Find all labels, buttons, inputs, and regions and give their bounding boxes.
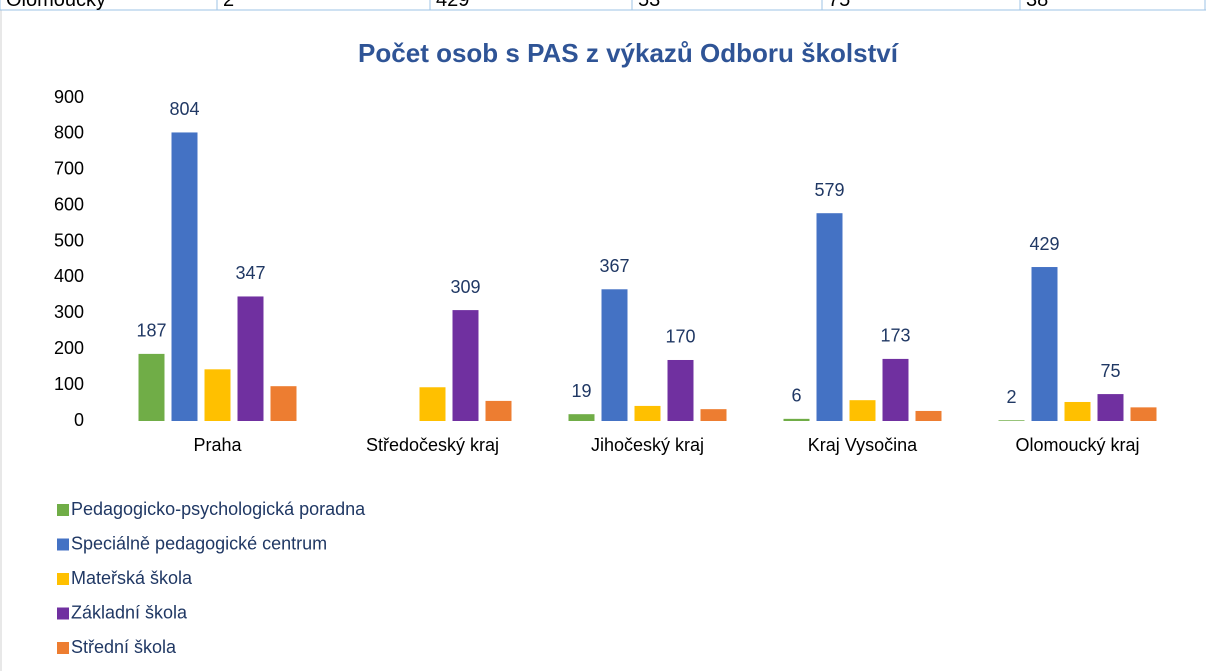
data-label: 347 (235, 263, 265, 283)
y-tick-label: 700 (54, 159, 84, 179)
bar (700, 409, 727, 421)
bar (601, 289, 628, 421)
bar (1130, 407, 1157, 421)
data-label: 429 (1029, 234, 1059, 254)
bar (783, 418, 810, 421)
legend-label: Základní škola (71, 602, 188, 622)
y-tick-label: 500 (54, 230, 84, 250)
bar (237, 296, 264, 421)
bar (485, 400, 512, 421)
bar (634, 405, 661, 421)
bar (915, 410, 942, 421)
legend-label: Střední škola (71, 637, 177, 657)
bar (816, 213, 843, 421)
table-cell: 53 (638, 0, 660, 11)
data-label: 19 (571, 381, 591, 401)
table-cell: 38 (1026, 0, 1048, 11)
data-label: 75 (1100, 361, 1120, 381)
data-label: 2 (1006, 387, 1016, 407)
data-label: 804 (169, 99, 199, 119)
bar (882, 358, 909, 421)
legend-swatch (57, 504, 69, 516)
data-label: 367 (599, 256, 629, 276)
legend-label: Speciálně pedagogické centrum (71, 533, 327, 553)
y-tick-label: 900 (54, 87, 84, 107)
legend-swatch (57, 607, 69, 620)
y-tick-label: 100 (54, 374, 84, 394)
bar (998, 420, 1025, 421)
bar (419, 387, 446, 421)
bar (171, 132, 198, 421)
legend-swatch (57, 538, 69, 551)
y-tick-label: 200 (54, 338, 84, 358)
x-tick-label: Olomoucký kraj (1015, 435, 1139, 455)
table-cell: 75 (828, 0, 850, 11)
bar (138, 353, 165, 421)
y-tick-label: 0 (74, 410, 84, 430)
bar (568, 414, 595, 421)
table-cell: 2 (223, 0, 234, 11)
legend-swatch (57, 642, 69, 654)
y-tick-label: 800 (54, 123, 84, 143)
data-label: 6 (791, 386, 801, 406)
x-tick-label: Praha (193, 435, 242, 455)
chart-title: Počet osob s PAS z výkazů Odboru školstv… (358, 38, 899, 68)
bar (204, 369, 231, 421)
y-tick-label: 300 (54, 302, 84, 322)
data-label: 309 (450, 277, 480, 297)
table-cell: Olomoucký (6, 0, 106, 11)
bar (1064, 401, 1091, 421)
bar (1031, 267, 1058, 421)
bar (452, 310, 479, 421)
data-label: 170 (665, 327, 695, 347)
bar (270, 386, 297, 421)
legend-swatch (57, 573, 69, 585)
y-tick-label: 400 (54, 266, 84, 286)
bar (667, 359, 694, 421)
x-tick-label: Kraj Vysočina (808, 435, 918, 455)
bar (1097, 394, 1124, 421)
legend-label: Pedagogicko-psychologická poradna (71, 499, 366, 519)
bar (849, 400, 876, 421)
data-label: 187 (136, 321, 166, 341)
legend-label: Mateřská škola (71, 568, 193, 588)
data-label: 173 (880, 326, 910, 346)
data-label: 579 (814, 180, 844, 200)
table-cell: 429 (436, 0, 469, 11)
x-tick-label: Jihočeský kraj (591, 435, 704, 455)
x-tick-label: Středočeský kraj (366, 435, 499, 455)
y-tick-label: 600 (54, 194, 84, 214)
